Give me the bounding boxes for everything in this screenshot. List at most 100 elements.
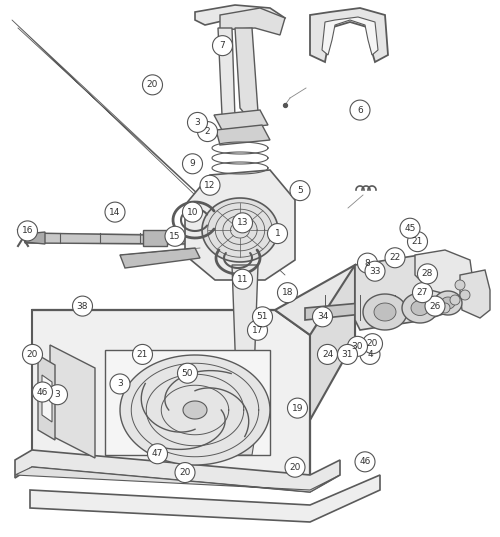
Text: 21: 21	[137, 350, 148, 359]
Circle shape	[148, 444, 168, 464]
Polygon shape	[460, 290, 470, 300]
Polygon shape	[32, 310, 310, 475]
Polygon shape	[402, 293, 438, 323]
Circle shape	[408, 231, 428, 252]
Circle shape	[358, 253, 378, 273]
Polygon shape	[455, 280, 465, 290]
Polygon shape	[214, 110, 268, 130]
Polygon shape	[195, 5, 285, 28]
Circle shape	[22, 344, 42, 365]
Circle shape	[312, 307, 332, 327]
Circle shape	[400, 218, 420, 238]
Text: 18: 18	[282, 288, 293, 297]
Polygon shape	[25, 232, 45, 244]
Circle shape	[142, 75, 163, 95]
Polygon shape	[228, 430, 256, 455]
Text: 46: 46	[37, 388, 48, 396]
Polygon shape	[32, 265, 355, 335]
Circle shape	[175, 462, 195, 483]
Polygon shape	[415, 250, 475, 305]
Polygon shape	[183, 401, 207, 419]
Circle shape	[18, 221, 38, 241]
Polygon shape	[440, 303, 450, 313]
Text: 27: 27	[417, 288, 428, 297]
Polygon shape	[120, 248, 200, 268]
Polygon shape	[363, 294, 407, 330]
Text: 1: 1	[274, 229, 280, 238]
Polygon shape	[355, 255, 455, 330]
Polygon shape	[15, 467, 340, 492]
Text: 33: 33	[369, 267, 381, 275]
Text: 20: 20	[27, 350, 38, 359]
Polygon shape	[310, 8, 388, 62]
Polygon shape	[25, 233, 210, 244]
Circle shape	[268, 223, 287, 244]
Text: 3: 3	[54, 390, 60, 399]
Polygon shape	[15, 450, 340, 492]
Circle shape	[198, 121, 218, 142]
Circle shape	[350, 100, 370, 120]
Circle shape	[105, 202, 125, 222]
Text: 20: 20	[147, 81, 158, 89]
Text: 6: 6	[357, 106, 363, 114]
Circle shape	[285, 457, 305, 477]
Polygon shape	[322, 17, 378, 55]
Point	[281, 101, 289, 110]
Polygon shape	[38, 355, 55, 440]
Polygon shape	[450, 295, 460, 305]
Circle shape	[385, 248, 405, 268]
Polygon shape	[235, 28, 258, 120]
Circle shape	[338, 344, 357, 365]
Text: 20: 20	[180, 468, 190, 477]
Polygon shape	[305, 295, 450, 320]
Text: 16: 16	[22, 227, 33, 235]
Circle shape	[188, 112, 208, 133]
Circle shape	[365, 261, 385, 281]
Circle shape	[178, 363, 198, 383]
Text: 20: 20	[290, 463, 300, 471]
Text: 30: 30	[352, 342, 363, 351]
Text: 34: 34	[317, 313, 328, 321]
Text: 15: 15	[169, 232, 181, 241]
Polygon shape	[143, 230, 167, 246]
Polygon shape	[30, 475, 380, 522]
Circle shape	[165, 226, 185, 246]
Text: 46: 46	[360, 458, 370, 466]
Text: 38: 38	[77, 302, 88, 310]
Polygon shape	[120, 355, 270, 465]
Text: 13: 13	[237, 219, 248, 227]
Text: 12: 12	[204, 181, 216, 190]
Text: 2: 2	[204, 127, 210, 136]
Polygon shape	[232, 265, 258, 430]
Text: 50: 50	[182, 369, 193, 378]
Text: 8: 8	[364, 259, 370, 267]
Polygon shape	[218, 28, 235, 125]
Text: 28: 28	[422, 270, 433, 278]
Circle shape	[212, 35, 233, 56]
Circle shape	[248, 320, 268, 340]
Polygon shape	[441, 297, 455, 309]
Text: 26: 26	[430, 302, 440, 310]
Polygon shape	[411, 301, 429, 316]
Circle shape	[232, 269, 252, 289]
Text: 19: 19	[292, 404, 303, 412]
Text: 7: 7	[220, 41, 226, 50]
Circle shape	[182, 154, 203, 174]
Text: 47: 47	[152, 449, 163, 458]
Polygon shape	[216, 125, 270, 145]
Circle shape	[418, 264, 438, 284]
Text: 17: 17	[252, 326, 263, 335]
Text: 10: 10	[187, 208, 198, 216]
Text: 11: 11	[237, 275, 248, 284]
Circle shape	[252, 307, 272, 327]
Circle shape	[425, 296, 445, 316]
Text: 3: 3	[117, 380, 123, 388]
Circle shape	[355, 452, 375, 472]
Circle shape	[290, 180, 310, 201]
Polygon shape	[202, 198, 278, 262]
Text: 51: 51	[257, 313, 268, 321]
Polygon shape	[42, 375, 52, 422]
Circle shape	[72, 296, 92, 316]
Polygon shape	[105, 350, 270, 455]
Text: 4: 4	[367, 350, 373, 359]
